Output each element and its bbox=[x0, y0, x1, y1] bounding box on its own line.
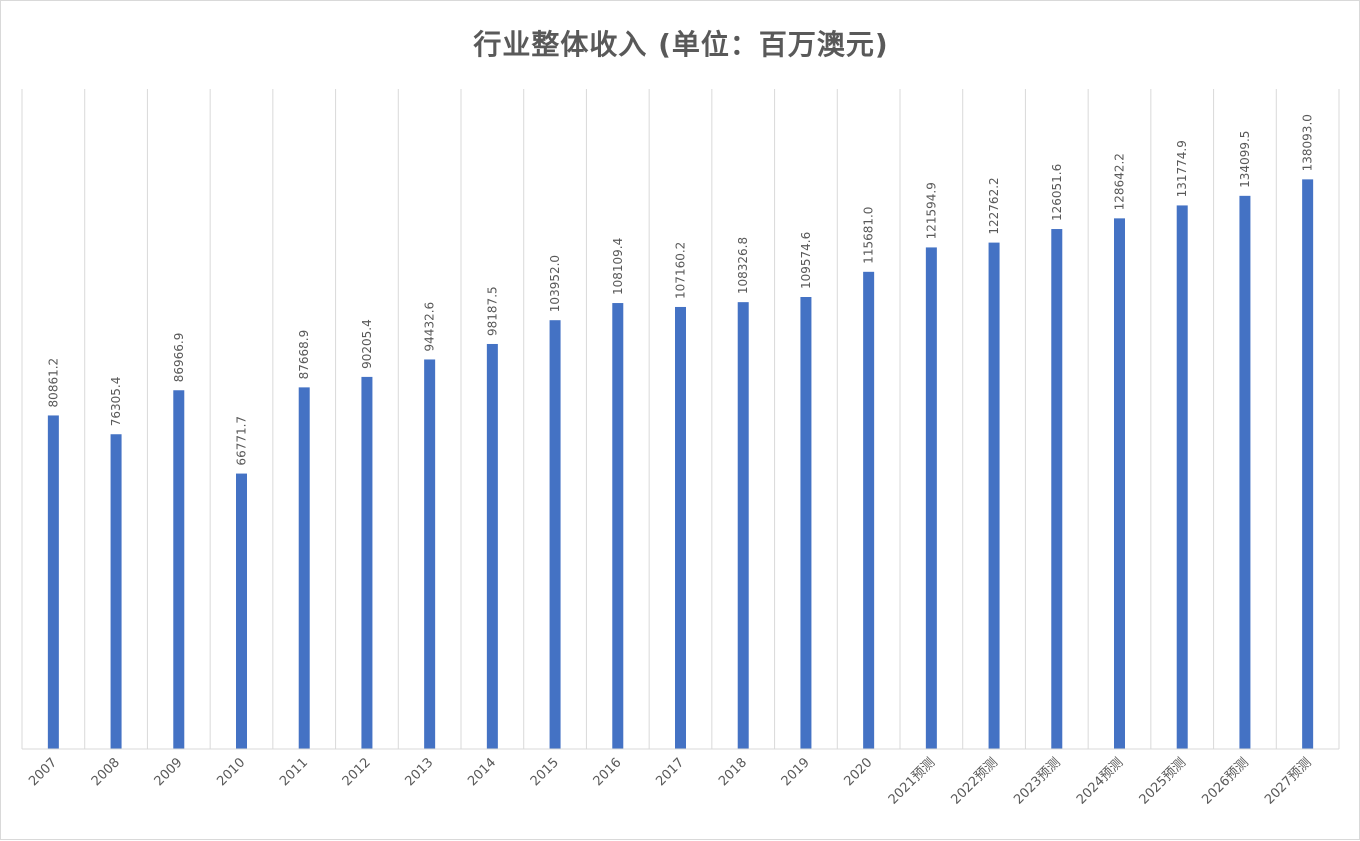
bar bbox=[1302, 179, 1314, 749]
data-label: 108109.4 bbox=[611, 238, 625, 295]
data-label: 86966.9 bbox=[172, 333, 186, 383]
bar bbox=[863, 271, 875, 749]
x-tick-label: 2013 bbox=[402, 755, 436, 789]
data-label: 87668.9 bbox=[297, 330, 311, 380]
data-label: 122762.2 bbox=[987, 177, 1001, 234]
bar bbox=[800, 297, 812, 749]
data-label: 90205.4 bbox=[360, 319, 374, 369]
x-axis-tick-labels: 2007 2008 2009 2010 2011 2012 2013 2014 2015 2016… bbox=[26, 755, 1314, 807]
bar bbox=[925, 247, 937, 750]
data-label: 115681.0 bbox=[862, 207, 876, 264]
data-label: 128642.2 bbox=[1113, 153, 1127, 210]
data-label: 121594.9 bbox=[924, 182, 938, 239]
x-tick-label: 2016 bbox=[591, 755, 625, 789]
bar bbox=[173, 390, 185, 749]
bar bbox=[236, 473, 247, 749]
data-label: 98187.5 bbox=[485, 286, 499, 336]
bar bbox=[737, 302, 749, 749]
x-tick-label: 2026预测 bbox=[1199, 755, 1251, 807]
data-label: 109574.6 bbox=[799, 232, 813, 289]
chart-title: 行业整体收入 (单位：百万澳元) bbox=[473, 28, 889, 61]
x-tick-label: 2020 bbox=[841, 755, 875, 789]
x-tick-label: 2019 bbox=[779, 755, 813, 789]
data-label: 134099.5 bbox=[1238, 131, 1252, 188]
x-tick-label: 2007 bbox=[26, 755, 60, 789]
x-tick-label: 2024预测 bbox=[1074, 755, 1126, 807]
data-label: 103952.0 bbox=[548, 255, 562, 312]
x-tick-label: 2011 bbox=[277, 755, 311, 789]
bar bbox=[47, 415, 59, 749]
bar bbox=[1114, 218, 1125, 749]
x-tick-label: 2021预测 bbox=[886, 755, 938, 807]
x-tick-label: 2015 bbox=[528, 755, 562, 789]
bar bbox=[549, 320, 561, 749]
bar bbox=[110, 434, 122, 749]
x-tick-label: 2018 bbox=[716, 755, 750, 789]
data-label: 80861.2 bbox=[46, 358, 60, 408]
x-tick-label: 2027预测 bbox=[1262, 755, 1314, 807]
bar bbox=[424, 359, 436, 749]
data-label: 76305.4 bbox=[109, 377, 123, 427]
x-tick-label: 2014 bbox=[465, 755, 499, 789]
x-tick-label: 2023预测 bbox=[1011, 755, 1063, 807]
bar bbox=[298, 387, 310, 749]
bar bbox=[361, 376, 373, 749]
data-label: 138093.0 bbox=[1301, 114, 1315, 171]
bar bbox=[1176, 205, 1188, 750]
data-label: 94432.6 bbox=[423, 302, 437, 352]
grid-lines bbox=[21, 89, 1340, 749]
data-label: 108326.8 bbox=[736, 237, 750, 294]
x-tick-label: 2017 bbox=[653, 755, 687, 789]
x-tick-label: 2008 bbox=[89, 755, 123, 789]
x-tick-label: 2012 bbox=[340, 755, 374, 789]
data-label: 107160.2 bbox=[674, 242, 688, 299]
x-tick-label: 2022预测 bbox=[949, 755, 1001, 807]
bars bbox=[47, 179, 1314, 750]
bar bbox=[612, 303, 624, 749]
data-label: 66771.7 bbox=[235, 416, 249, 466]
data-labels: 80861.2 76305.4 86966.9 66771.7 87668.9 90205… bbox=[46, 114, 1314, 465]
x-tick-label: 2010 bbox=[214, 755, 248, 789]
bar bbox=[675, 306, 686, 749]
x-tick-label: 2009 bbox=[152, 755, 186, 789]
data-label: 126051.6 bbox=[1050, 164, 1064, 221]
bar bbox=[486, 343, 498, 749]
data-label: 131774.9 bbox=[1175, 140, 1189, 197]
bar bbox=[1051, 229, 1063, 749]
x-tick-label: 2025预测 bbox=[1137, 755, 1189, 807]
bar bbox=[988, 242, 1000, 749]
bar bbox=[1239, 195, 1251, 749]
